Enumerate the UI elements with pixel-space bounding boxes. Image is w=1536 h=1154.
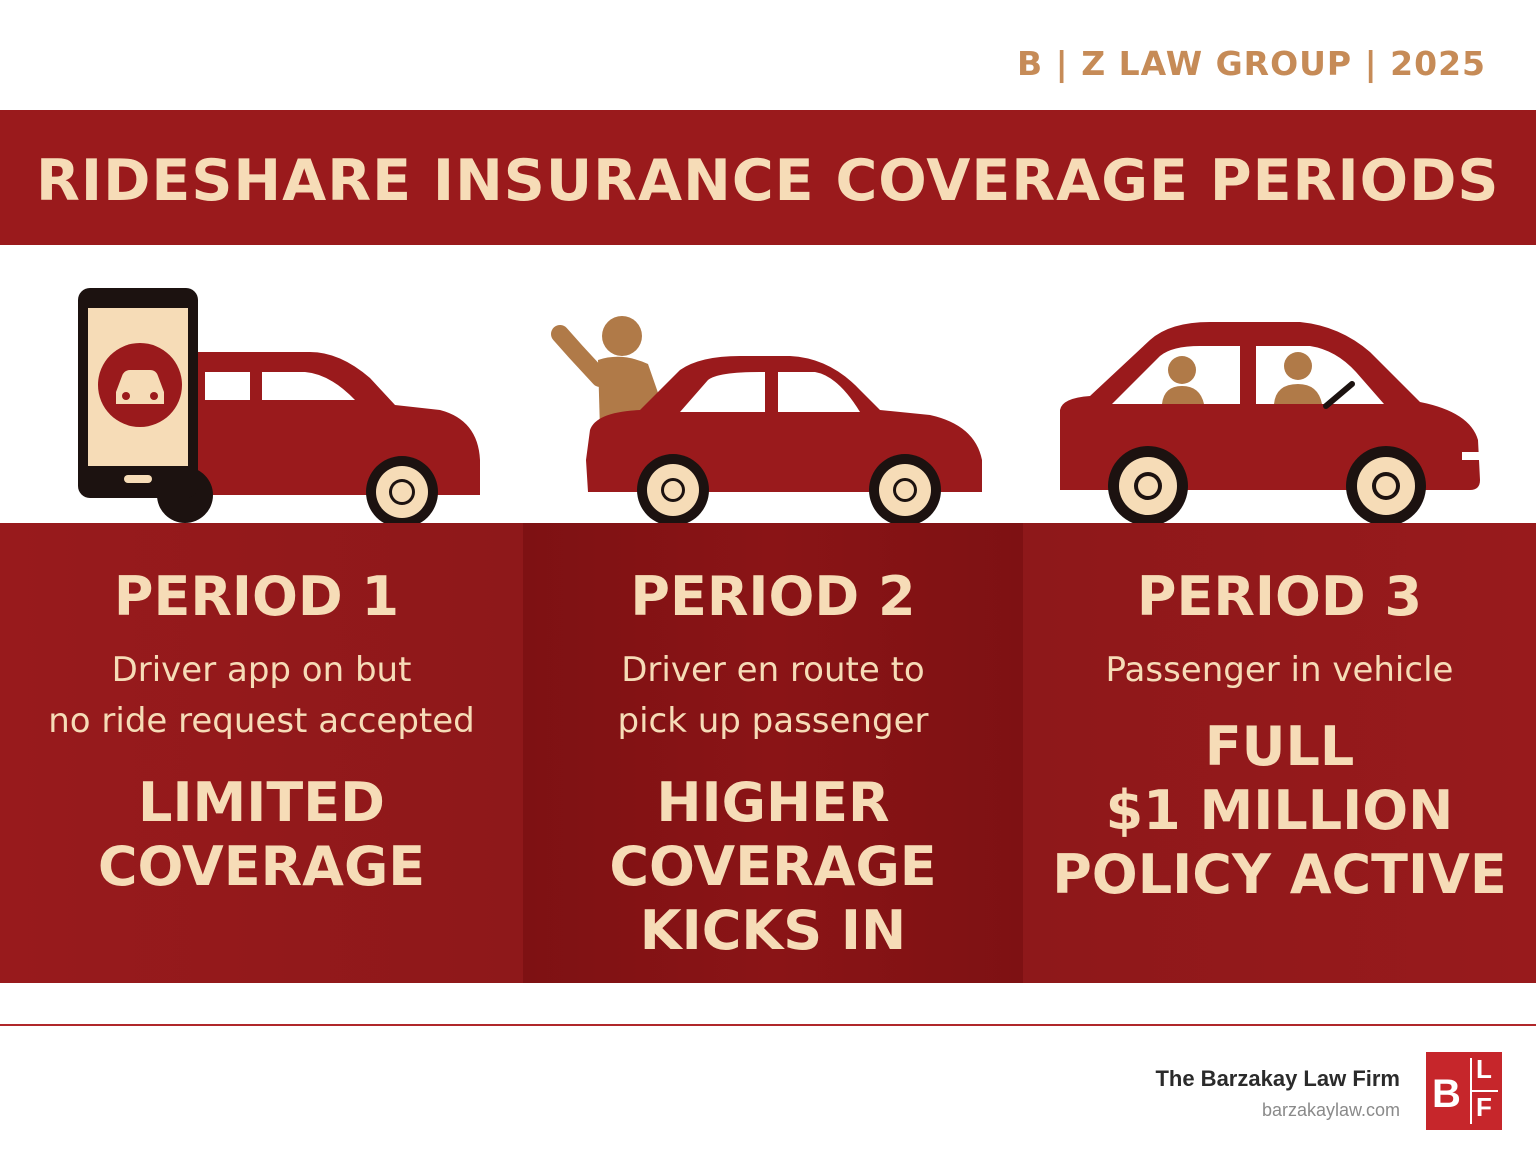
car-icon [586, 356, 982, 526]
period-3-coverage-line: POLICY ACTIVE [1052, 843, 1507, 906]
period-1-coverage-line: LIMITED [138, 771, 385, 834]
logo-letter-b: B [1432, 1072, 1461, 1116]
period-2-description-line: pick up passenger [617, 701, 929, 741]
firm-name: The Barzakay Law Firm [1155, 1066, 1400, 1091]
period-2-coverage: HIGHER COVERAGE KICKS IN [523, 771, 1023, 963]
period-1-description-line: no ride request accepted [48, 701, 475, 741]
period-3-label: PERIOD 3 [1136, 565, 1423, 628]
logo-letter-l: L [1476, 1054, 1492, 1084]
period-2-label: PERIOD 2 [630, 565, 916, 628]
logo-letter-f: F [1476, 1092, 1492, 1122]
period-2-coverage-line: KICKS IN [639, 899, 907, 962]
period-1-description-line: Driver app on but [111, 650, 412, 690]
period-2-description: Driver en route to pick up passenger [533, 645, 1013, 747]
period-2-coverage-line: HIGHER [656, 771, 890, 834]
period-1-card: PERIOD 1 Driver app on but no ride reque… [0, 523, 523, 983]
firm-url[interactable]: barzakaylaw.com [1261, 1100, 1400, 1120]
period-3-description: Passenger in vehicle [1033, 645, 1526, 696]
periods-panel: PERIOD 1 Driver app on but no ride reque… [0, 523, 1536, 983]
period-1-label: PERIOD 1 [113, 565, 400, 628]
logo-divider-vertical [1470, 1058, 1472, 1124]
period-1-description: Driver app on but no ride request accept… [10, 645, 513, 747]
passenger-car-icon [1060, 322, 1482, 526]
illustrations [78, 288, 1482, 528]
car-icon [157, 352, 480, 528]
period-3-coverage-line: $1 MILLION [1105, 779, 1454, 842]
period-1-coverage: LIMITED COVERAGE [0, 771, 523, 899]
period-3-card: PERIOD 3 Passenger in vehicle FULL $1 MI… [1023, 523, 1536, 983]
waving-person-icon [551, 316, 664, 430]
period-1-coverage-line: COVERAGE [97, 835, 426, 898]
period-3-description-line: Passenger in vehicle [1105, 650, 1454, 690]
period-3-coverage: FULL $1 MILLION POLICY ACTIVE [1023, 715, 1536, 907]
period-2-card: PERIOD 2 Driver en route to pick up pass… [523, 523, 1023, 983]
period-2-coverage-line: COVERAGE [609, 835, 937, 898]
firm-logo: B L F [1426, 1052, 1502, 1130]
footer-divider [0, 1024, 1536, 1026]
smartphone-icon [78, 288, 198, 498]
brand-year-tag: B | Z LAW GROUP | 2025 [1017, 44, 1486, 83]
logo-divider-horizontal [1472, 1090, 1498, 1092]
period-3-coverage-line: FULL [1204, 715, 1355, 778]
page-title: RIDESHARE INSURANCE COVERAGE PERIODS [36, 148, 1500, 214]
title-banner [0, 110, 1536, 245]
period-2-description-line: Driver en route to [621, 650, 925, 690]
